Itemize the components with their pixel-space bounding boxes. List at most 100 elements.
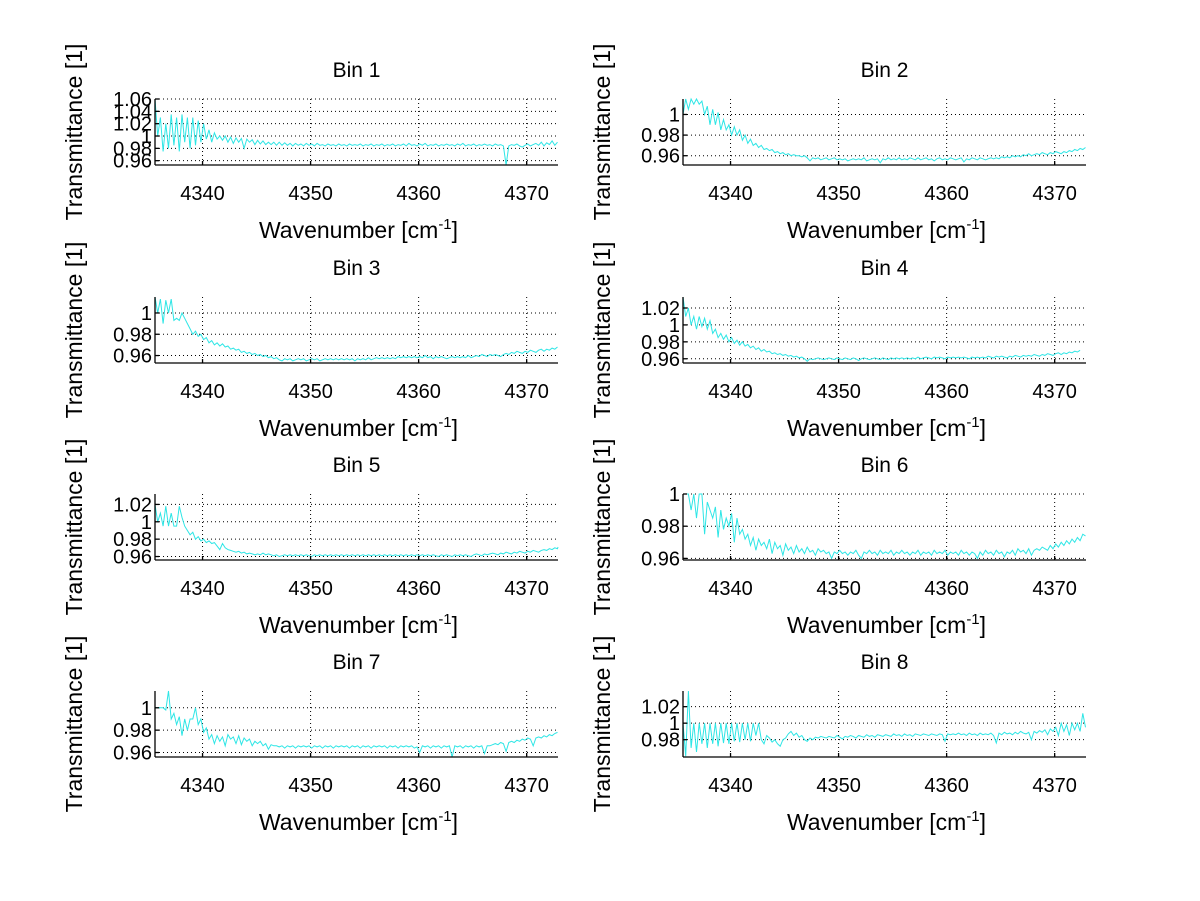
x-tick-label: 4340 [708, 775, 753, 797]
y-tick-label: 0.98 [641, 125, 680, 147]
y-tick-label: 0.98 [113, 720, 152, 742]
x-tick-label: 4350 [816, 381, 861, 403]
x-tick-label: 4370 [504, 578, 549, 600]
y-axis-label: Transmittance [1] [589, 636, 615, 813]
x-tick-label: 4370 [504, 381, 549, 403]
y-tick-label: 0.98 [641, 730, 680, 752]
y-axis-label: Transmittance [1] [61, 242, 87, 419]
y-tick-label: 1 [669, 484, 680, 506]
x-tick-label: 4370 [1032, 578, 1077, 600]
x-tick-label: 4370 [1032, 775, 1077, 797]
x-tick-label: 4340 [180, 775, 225, 797]
x-tick-label: 4360 [396, 183, 441, 205]
x-axis-label: Wavenumber [cm-1] [259, 808, 458, 835]
x-tick-label: 4350 [288, 775, 333, 797]
x-tick-label: 4360 [396, 381, 441, 403]
x-tick-label: 4370 [504, 775, 549, 797]
y-tick-label: 0.96 [641, 548, 680, 570]
series-line-bin-2 [682, 97, 1086, 164]
y-axis-label: Transmittance [1] [589, 44, 615, 221]
series-line-bin-5 [154, 504, 559, 558]
y-tick-label: 0.96 [113, 547, 152, 569]
series-line-bin-4 [682, 296, 1081, 362]
y-tick-label: 1.02 [113, 114, 152, 136]
y-tick-label: 1 [669, 713, 680, 735]
subplot-title: Bin 6 [861, 454, 909, 477]
x-axis-label: Wavenumber [cm-1] [787, 414, 986, 441]
y-tick-label: 1.04 [113, 101, 152, 123]
x-tick-label: 4350 [288, 381, 333, 403]
subplot-title: Bin 3 [333, 257, 381, 280]
subplot-title: Bin 4 [861, 257, 909, 280]
x-axis-label: Wavenumber [cm-1] [787, 216, 986, 243]
x-tick-label: 4340 [180, 183, 225, 205]
subplot-title: Bin 5 [333, 454, 381, 477]
x-tick-label: 4350 [816, 775, 861, 797]
x-tick-label: 4360 [924, 775, 969, 797]
y-tick-label: 1 [141, 126, 152, 148]
y-axis-label: Transmittance [1] [61, 44, 87, 221]
x-tick-label: 4360 [396, 775, 441, 797]
series-line-bin-8 [682, 690, 1086, 757]
x-tick-label: 4360 [924, 183, 969, 205]
y-tick-label: 1.02 [641, 298, 680, 320]
subplot-title: Bin 8 [861, 651, 909, 674]
x-tick-label: 4340 [708, 381, 753, 403]
x-tick-label: 4370 [504, 183, 549, 205]
y-tick-label: 0.98 [113, 324, 152, 346]
y-tick-label: 1 [141, 303, 152, 325]
series-line-bin-1 [154, 98, 558, 166]
series-line-bin-6 [683, 493, 1086, 560]
y-tick-label: 0.96 [113, 151, 152, 173]
x-axis-label: Wavenumber [cm-1] [259, 414, 458, 441]
y-axis-label: Transmittance [1] [61, 636, 87, 813]
x-tick-label: 4340 [180, 381, 225, 403]
y-tick-label: 1.02 [113, 494, 152, 516]
y-tick-label: 1.02 [641, 697, 680, 719]
y-tick-label: 1 [141, 512, 152, 534]
subplot-bin-2: 4340 4350 4360 4370 0.960.981 Bin 2 Wavenumber… [589, 44, 1086, 243]
x-axis-label: Wavenumber [cm-1] [259, 611, 458, 638]
y-tick-label: 1 [141, 698, 152, 720]
y-axis-label: Transmittance [1] [61, 439, 87, 616]
subplot-bin-3: 4340 4350 4360 4370 0.960.981 Bin 3 Wavenumber… [61, 242, 558, 441]
x-axis-label: Wavenumber [cm-1] [259, 216, 458, 243]
x-tick-label: 4370 [1032, 183, 1077, 205]
y-tick-label: 1 [669, 104, 680, 126]
x-tick-label: 4360 [924, 381, 969, 403]
x-tick-label: 4340 [708, 183, 753, 205]
x-tick-label: 4370 [1032, 381, 1077, 403]
subplot-title: Bin 7 [333, 651, 381, 674]
subplot-bin-7: 4340 4350 4360 4370 0.960.981 Bin 7 Wavenumber… [61, 636, 558, 835]
y-tick-label: 0.98 [641, 516, 680, 538]
y-tick-label: 0.96 [113, 743, 152, 765]
y-tick-label: 0.98 [113, 138, 152, 160]
y-tick-label: 0.96 [113, 346, 152, 368]
subplot-title: Bin 2 [861, 59, 909, 82]
y-tick-label: 0.96 [641, 146, 680, 168]
x-axis-label: Wavenumber [cm-1] [787, 611, 986, 638]
y-tick-label: 0.98 [641, 332, 680, 354]
y-tick-label: 0.98 [113, 529, 152, 551]
x-tick-label: 4350 [816, 183, 861, 205]
x-tick-label: 4340 [708, 578, 753, 600]
series-line-bin-3 [154, 296, 558, 362]
x-tick-label: 4360 [396, 578, 441, 600]
x-tick-label: 4360 [924, 578, 969, 600]
x-tick-label: 4350 [288, 183, 333, 205]
y-tick-label: 1 [669, 315, 680, 337]
y-axis-label: Transmittance [1] [589, 242, 615, 419]
x-tick-label: 4350 [288, 578, 333, 600]
y-tick-label: 0.96 [641, 349, 680, 371]
x-tick-label: 4340 [180, 578, 225, 600]
subplot-title: Bin 1 [333, 59, 381, 82]
y-tick-label: 1.06 [113, 89, 152, 111]
subplot-bin-6: 4340 4350 4360 4370 0.96 0.98 1 Bin 6 Wavenumber… [589, 439, 1086, 638]
x-axis-label: Wavenumber [cm-1] [787, 808, 986, 835]
series-line-bin-7 [155, 690, 558, 758]
